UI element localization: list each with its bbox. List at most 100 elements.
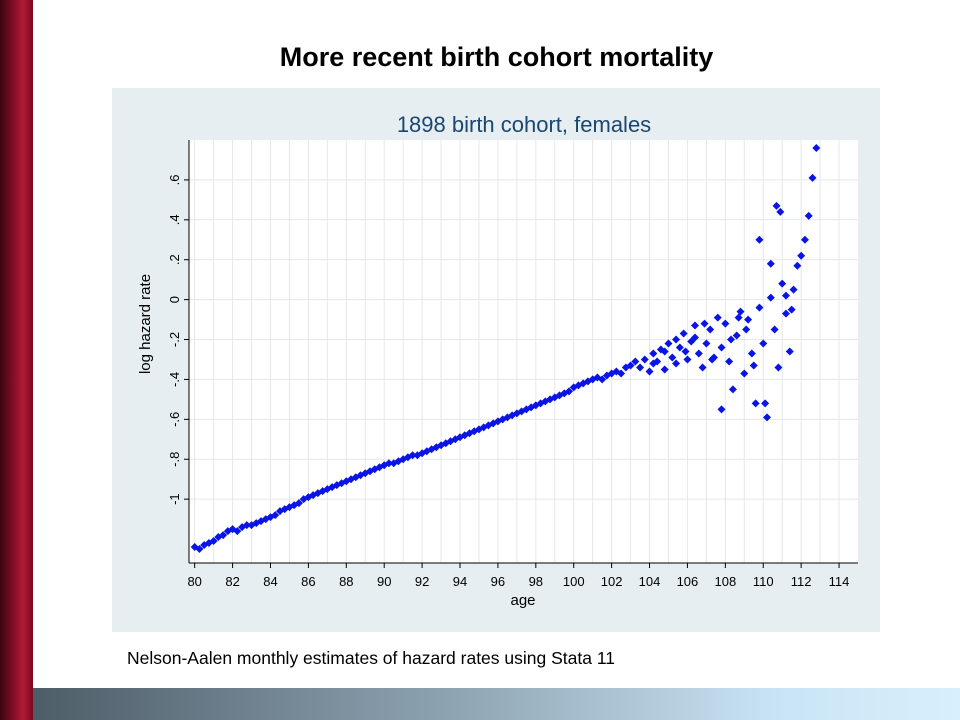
data-point bbox=[759, 339, 768, 348]
data-point bbox=[660, 365, 669, 374]
data-point bbox=[770, 325, 779, 334]
x-tick-label: 114 bbox=[829, 574, 850, 589]
y-tick-label: -.2 bbox=[167, 332, 182, 347]
x-tick-label: 104 bbox=[639, 574, 661, 589]
x-tick-label: 108 bbox=[714, 574, 736, 589]
y-tick-label: -.4 bbox=[167, 372, 182, 387]
data-point bbox=[740, 369, 749, 378]
data-point bbox=[789, 285, 798, 294]
x-tick-label: 106 bbox=[677, 574, 699, 589]
y-axis-label: log hazard rate bbox=[137, 274, 154, 374]
data-point bbox=[717, 405, 726, 414]
data-point bbox=[681, 347, 690, 356]
data-point bbox=[631, 357, 640, 366]
x-tick-label: 84 bbox=[263, 574, 277, 589]
data-point bbox=[691, 333, 700, 342]
x-tick-label: 82 bbox=[225, 574, 239, 589]
chart-title: 1898 birth cohort, females bbox=[397, 112, 651, 137]
data-point bbox=[209, 537, 218, 546]
x-tick-label: 86 bbox=[301, 574, 315, 589]
data-point bbox=[747, 349, 756, 358]
data-point bbox=[361, 469, 370, 478]
data-point bbox=[271, 511, 280, 520]
data-point bbox=[797, 251, 806, 260]
x-tick-label: 88 bbox=[339, 574, 353, 589]
data-point bbox=[672, 359, 681, 368]
data-point bbox=[804, 211, 813, 220]
data-point bbox=[725, 357, 734, 366]
data-point bbox=[247, 521, 256, 530]
data-point bbox=[675, 343, 684, 352]
data-point bbox=[640, 355, 649, 364]
data-point bbox=[617, 369, 626, 378]
data-point bbox=[727, 335, 736, 344]
x-tick-label: 90 bbox=[377, 574, 391, 589]
data-point bbox=[342, 477, 351, 486]
data-point bbox=[808, 173, 817, 182]
scatter-chart: 1898 birth cohort, females -1 -.8 -.6 -.4 -.… bbox=[137, 112, 858, 609]
x-tick-label: 112 bbox=[791, 574, 812, 589]
data-point bbox=[787, 305, 796, 314]
x-tick-label: 92 bbox=[415, 574, 429, 589]
data-point bbox=[812, 143, 821, 152]
x-tick-label: 80 bbox=[187, 574, 201, 589]
x-tick-label: 94 bbox=[453, 574, 467, 589]
data-point bbox=[734, 313, 743, 322]
data-point bbox=[755, 235, 764, 244]
data-point bbox=[749, 361, 758, 370]
data-point bbox=[717, 343, 726, 352]
slide-title: More recent birth cohort mortality bbox=[279, 42, 714, 72]
x-tick-label: 100 bbox=[563, 574, 585, 589]
x-tick-label: 96 bbox=[491, 574, 505, 589]
data-point bbox=[755, 303, 764, 312]
data-point bbox=[607, 369, 616, 378]
data-point bbox=[706, 325, 715, 334]
plot-area bbox=[189, 140, 858, 563]
data-points bbox=[190, 143, 821, 554]
data-point bbox=[223, 527, 232, 536]
data-point bbox=[195, 545, 204, 554]
x-axis-label: age bbox=[510, 592, 535, 609]
data-point bbox=[636, 363, 645, 372]
data-point bbox=[204, 539, 213, 548]
chart-caption: Nelson-Aalen monthly estimates of hazard… bbox=[127, 648, 615, 668]
data-point bbox=[569, 383, 578, 392]
y-tick-label: -.8 bbox=[167, 452, 182, 467]
data-point bbox=[781, 309, 790, 318]
chart-panel: 1898 birth cohort, females -1 -.8 -.6 -.4 -.… bbox=[112, 88, 880, 632]
data-point bbox=[668, 353, 677, 362]
data-point bbox=[672, 335, 681, 344]
data-point bbox=[531, 401, 540, 410]
data-point bbox=[679, 329, 688, 338]
y-tick-label: -.6 bbox=[167, 412, 182, 427]
data-point bbox=[626, 361, 635, 370]
data-point bbox=[700, 319, 709, 328]
y-tick-label: .6 bbox=[167, 174, 182, 185]
data-point bbox=[793, 261, 802, 270]
data-point bbox=[761, 399, 770, 408]
data-point bbox=[778, 279, 787, 288]
data-point bbox=[751, 399, 760, 408]
data-point bbox=[242, 521, 251, 530]
data-point bbox=[664, 339, 673, 348]
data-point bbox=[721, 319, 730, 328]
data-point bbox=[772, 201, 781, 210]
data-point bbox=[583, 377, 592, 386]
data-point bbox=[742, 325, 751, 334]
grid-lines bbox=[189, 140, 858, 563]
data-point bbox=[763, 413, 772, 422]
data-point bbox=[309, 491, 318, 500]
data-point bbox=[694, 349, 703, 358]
left-accent-bar bbox=[0, 0, 33, 720]
data-point bbox=[219, 531, 228, 540]
y-tick-label: .2 bbox=[167, 254, 182, 265]
data-point bbox=[774, 363, 783, 372]
data-point bbox=[683, 355, 692, 364]
x-tick-label: 110 bbox=[753, 574, 774, 589]
y-tick-label: .4 bbox=[167, 214, 182, 225]
data-point bbox=[781, 291, 790, 300]
data-point bbox=[800, 235, 809, 244]
y-tick-label: 0 bbox=[167, 296, 182, 303]
data-point bbox=[214, 533, 223, 542]
data-point bbox=[691, 321, 700, 330]
